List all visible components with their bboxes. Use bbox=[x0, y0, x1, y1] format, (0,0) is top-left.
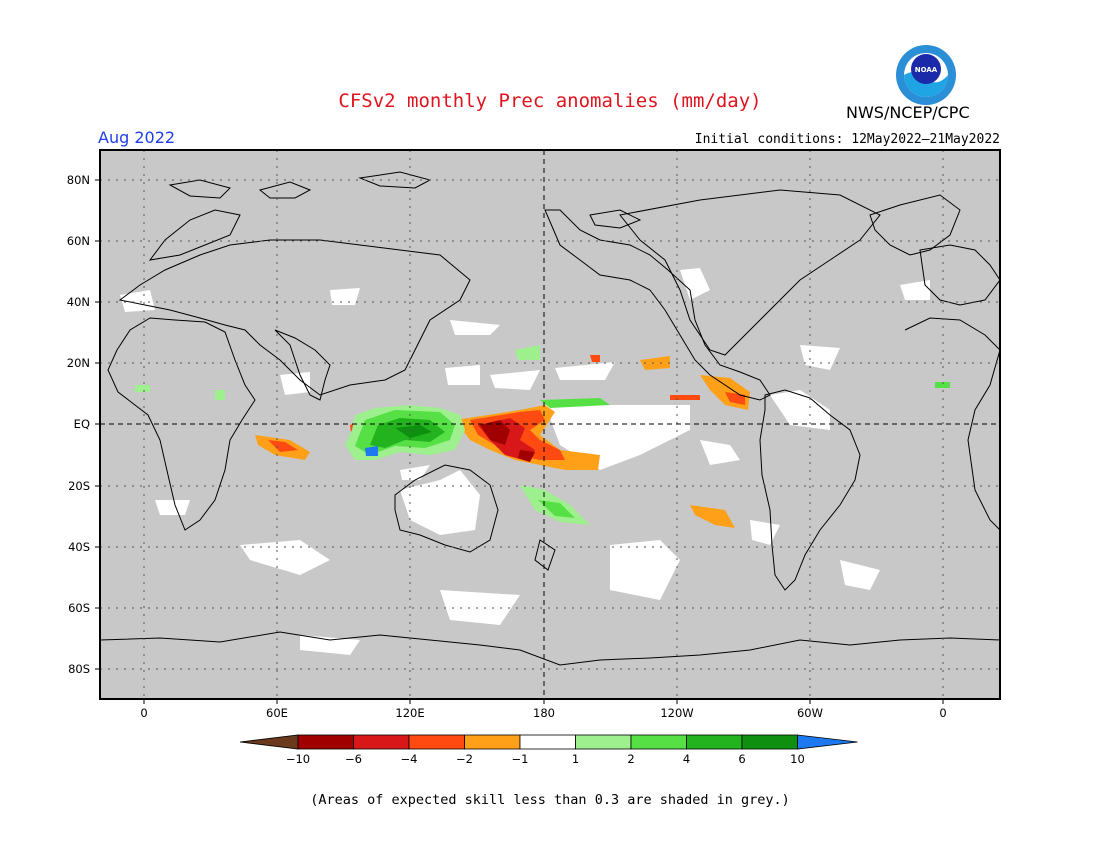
colorbar-tick-label: 10 bbox=[790, 752, 805, 766]
colorbar-tick-label: 4 bbox=[682, 752, 691, 766]
lat-label: 20S bbox=[68, 479, 90, 493]
lat-label: 40S bbox=[68, 540, 90, 554]
lon-label: 60W bbox=[796, 706, 823, 720]
wet-anomalies bbox=[135, 345, 950, 525]
lat-label: 60N bbox=[66, 234, 90, 248]
target-month: Aug 2022 bbox=[98, 128, 176, 147]
colorbar-tick-label: 1 bbox=[571, 752, 580, 766]
colorbar-segment bbox=[630, 734, 687, 750]
colorbar-tick-label: 2 bbox=[627, 752, 635, 766]
colorbar-segment bbox=[575, 734, 632, 750]
chart-title: CFSv2 monthly Prec anomalies (mm/day) bbox=[338, 90, 762, 112]
lat-label: EQ bbox=[73, 417, 90, 431]
lon-label: 60E bbox=[266, 706, 288, 720]
noaa-logo-text: NOAA bbox=[915, 66, 938, 74]
lat-label: 80N bbox=[66, 173, 90, 187]
colorbar-tick-label: 6 bbox=[738, 752, 746, 766]
lon-label: 0 bbox=[140, 706, 148, 720]
dry-anomalies bbox=[255, 355, 750, 528]
equator-dateline bbox=[100, 150, 1000, 699]
colorbar-low-arrow bbox=[239, 734, 299, 750]
colorbar-tick-label: −4 bbox=[400, 752, 418, 766]
lat-label: 40N bbox=[66, 295, 90, 309]
colorbar-segment bbox=[519, 734, 576, 750]
lon-label: 180 bbox=[533, 706, 555, 720]
axis-ticks bbox=[95, 179, 944, 704]
colorbar-tick-label: −1 bbox=[511, 752, 529, 766]
colorbar-tick-label: −10 bbox=[285, 752, 311, 766]
colorbar-segment bbox=[464, 734, 521, 750]
lat-label: 60S bbox=[68, 601, 90, 615]
graticule bbox=[100, 150, 1000, 699]
colorbar-segment bbox=[297, 734, 354, 750]
colorbar-segment bbox=[408, 734, 465, 750]
lon-label: 120E bbox=[395, 706, 425, 720]
agency-label: NWS/NCEP/CPC bbox=[846, 103, 970, 122]
lat-label: 80S bbox=[68, 662, 90, 676]
colorbar-segment bbox=[353, 734, 410, 750]
colorbar-segment bbox=[741, 734, 798, 750]
lat-label: 20N bbox=[66, 356, 90, 370]
lon-label: 120W bbox=[660, 706, 694, 720]
colorbar-high-arrow bbox=[797, 734, 858, 750]
noaa-logo: NOAA bbox=[896, 45, 956, 105]
colorbar-segment bbox=[686, 734, 743, 750]
colorbar-tick-label: −6 bbox=[345, 752, 362, 766]
colorbar-tick-label: −2 bbox=[456, 752, 473, 766]
lon-label: 0 bbox=[939, 706, 947, 720]
skill-footnote: (Areas of expected skill less than 0.3 a… bbox=[310, 792, 790, 808]
colorbar bbox=[239, 734, 858, 750]
initial-conditions: Initial conditions: 12May2022–21May2022 bbox=[694, 132, 1000, 147]
